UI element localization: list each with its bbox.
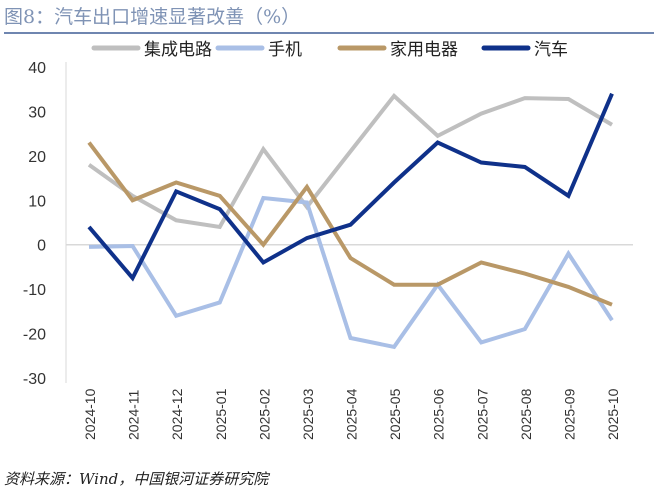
- x-tick-label: 2025-02: [256, 388, 272, 440]
- x-tick-label: 2025-07: [474, 388, 490, 440]
- series-line-2: [87, 141, 613, 307]
- x-tick-label: 2024-11: [126, 389, 142, 440]
- x-tick-label: 2025-09: [561, 388, 577, 440]
- y-tick-label: 20: [28, 149, 46, 166]
- x-tick-label: 2025-08: [518, 388, 534, 440]
- legend-label: 手机: [268, 40, 302, 60]
- title-rule: [4, 32, 654, 34]
- legend-label: 家用电器: [390, 40, 458, 60]
- x-tick-label: 2025-04: [344, 388, 360, 440]
- y-tick-label: 0: [37, 238, 46, 255]
- series-line-0: [87, 92, 614, 230]
- y-tick-label: -30: [23, 371, 46, 388]
- chart-title: 图8：汽车出口增速显著改善（%）: [4, 6, 301, 28]
- x-tick-label: 2025-10: [605, 388, 621, 440]
- y-tick-label: 10: [28, 193, 46, 210]
- x-tick-label: 2025-03: [300, 388, 316, 440]
- series-line-1: [88, 195, 614, 350]
- series-line-3: [87, 92, 614, 282]
- y-tick-label: -10: [23, 282, 46, 299]
- legend-label: 汽车: [534, 40, 568, 60]
- y-tick-label: 30: [28, 104, 46, 121]
- x-tick-label: 2025-05: [387, 388, 403, 440]
- x-tick-label: 2024-12: [169, 388, 185, 440]
- x-tick-label: 2024-10: [82, 388, 98, 440]
- y-tick-label: -20: [23, 327, 46, 344]
- legend-label: 集成电路: [144, 40, 212, 60]
- y-tick-label: 40: [28, 60, 46, 77]
- source-note: 资料来源：Wind，中国银河证券研究院: [4, 470, 269, 488]
- x-tick-label: 2025-01: [213, 388, 229, 440]
- x-tick-label: 2025-06: [431, 388, 447, 440]
